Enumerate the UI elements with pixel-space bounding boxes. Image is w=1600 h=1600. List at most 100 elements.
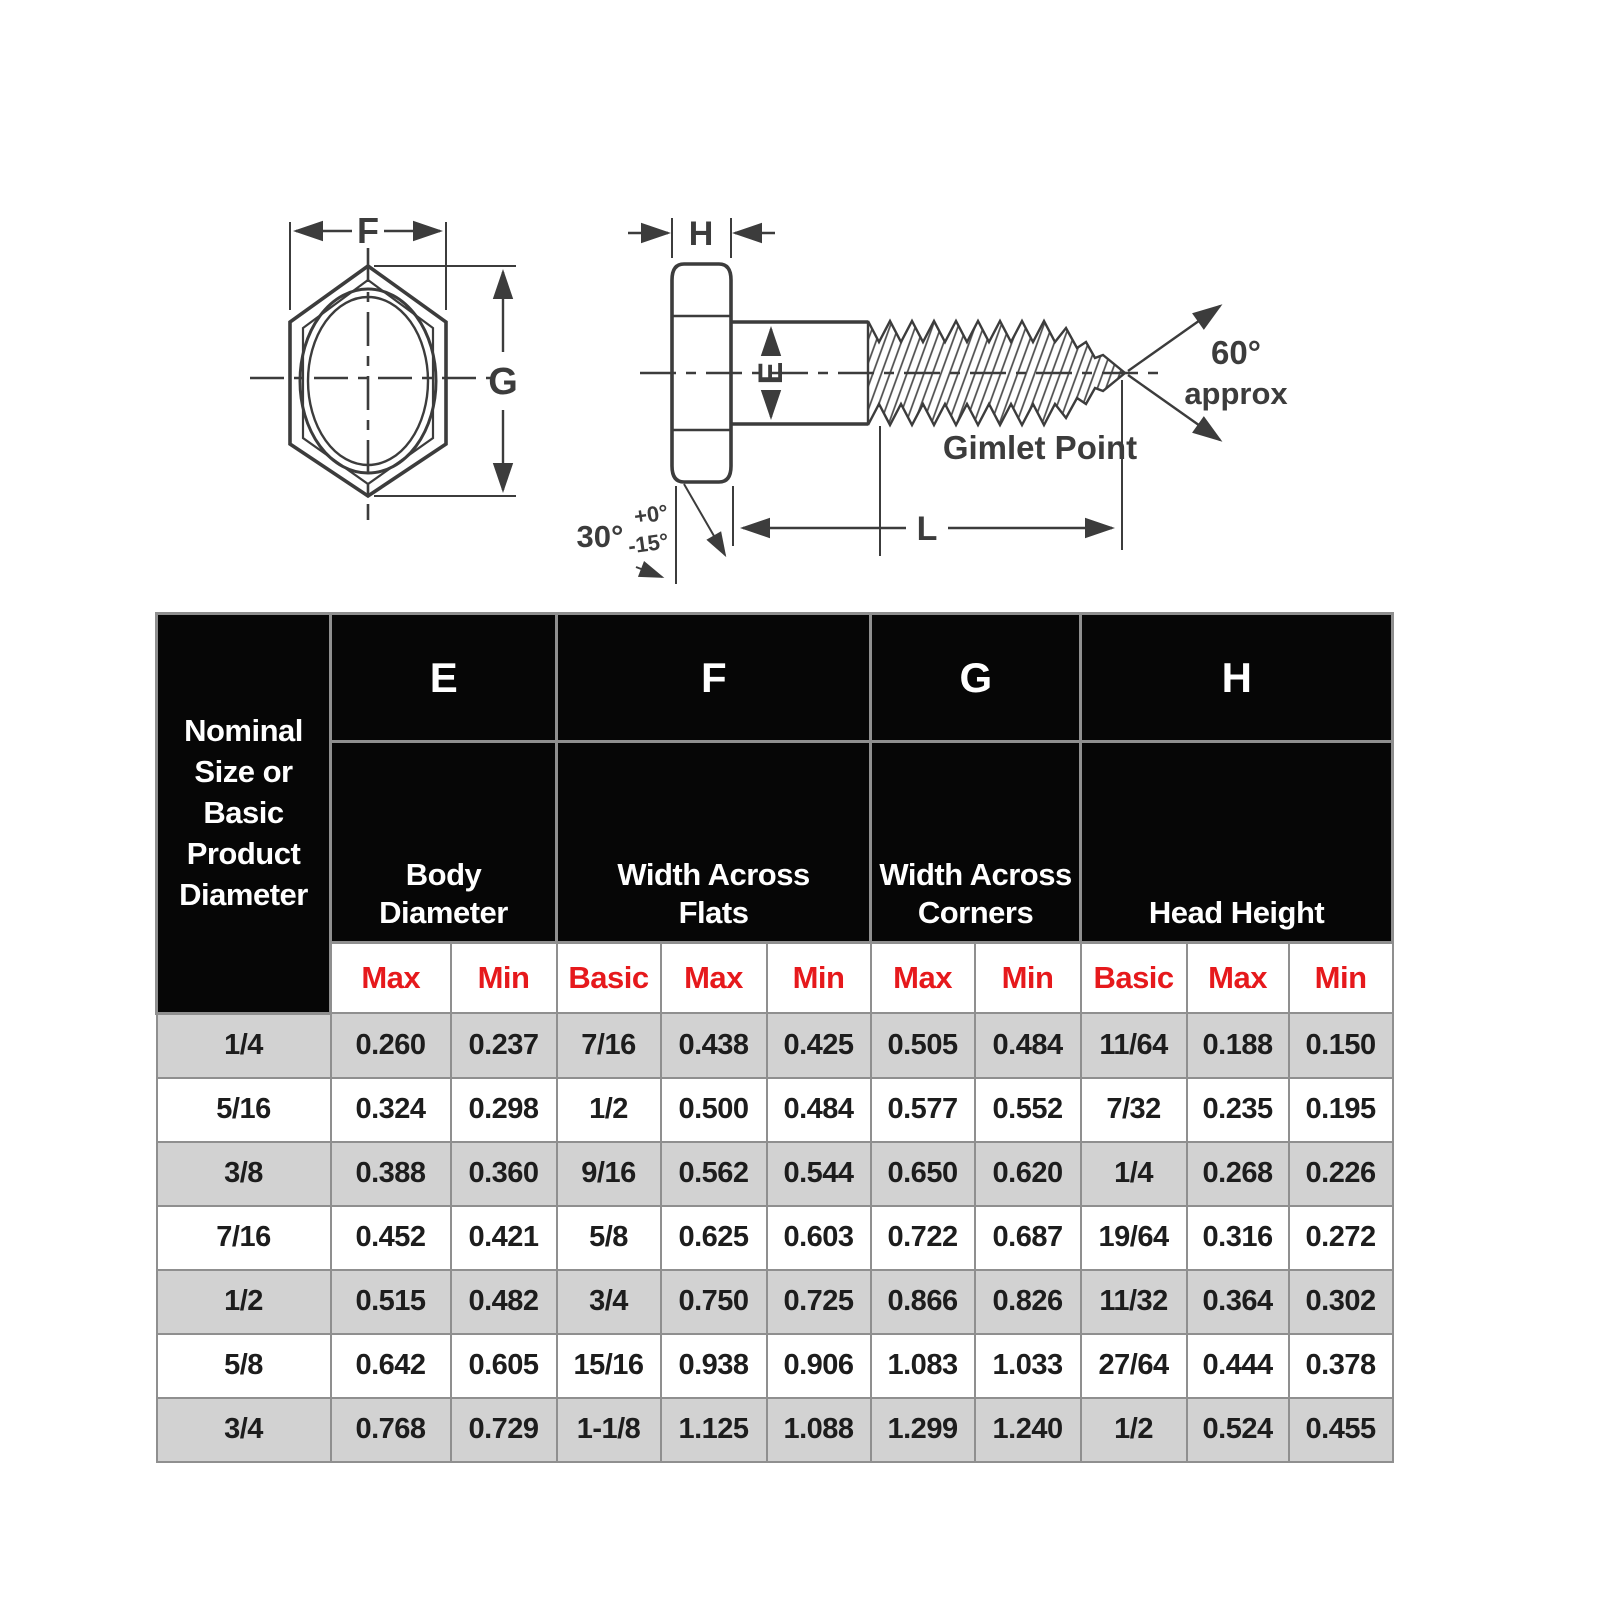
- table-cell: 0.444: [1185, 1332, 1290, 1399]
- table-cell: 0.378: [1287, 1332, 1394, 1399]
- table-cell: 0.260: [329, 1012, 452, 1079]
- table-cell: 3/4: [555, 1268, 662, 1335]
- table-cell: 0.906: [765, 1332, 872, 1399]
- nominal-size: 5/8: [155, 1332, 332, 1399]
- table-cell: 0.544: [765, 1140, 872, 1207]
- table-cell: 0.938: [659, 1332, 768, 1399]
- table-cell: 0.226: [1287, 1140, 1394, 1207]
- table-row: 1/2 0.515 0.482 3/4 0.750 0.725 0.866 0.…: [155, 1268, 1394, 1335]
- subheader-g-min: Min: [973, 941, 1082, 1014]
- group-desc-head-height: Head Height: [1079, 740, 1395, 944]
- table-cell: 1-1/8: [555, 1396, 662, 1463]
- g-dim-label: G: [488, 361, 518, 403]
- group-desc-text: Width Across Flats: [617, 856, 810, 931]
- subheader-f-basic: Basic: [555, 941, 662, 1014]
- subheader-h-min: Min: [1287, 941, 1394, 1014]
- table-cell: 1.240: [973, 1396, 1082, 1463]
- subheader-h-max: Max: [1185, 941, 1290, 1014]
- bearing-tol-minus-label: -15°: [627, 528, 671, 558]
- table-cell: 1/4: [1079, 1140, 1188, 1207]
- table-cell: 11/32: [1079, 1268, 1188, 1335]
- table-cell: 0.452: [329, 1204, 452, 1271]
- table-cell: 0.298: [449, 1076, 558, 1143]
- group-letter-e: E: [328, 612, 559, 743]
- table-cell: 0.722: [869, 1204, 976, 1271]
- table-cell: 7/16: [555, 1012, 662, 1079]
- table-cell: 0.687: [973, 1204, 1082, 1271]
- nominal-size: 5/16: [155, 1076, 332, 1143]
- table-cell: 0.826: [973, 1268, 1082, 1335]
- table-cell: 0.302: [1287, 1268, 1394, 1335]
- nominal-size: 7/16: [155, 1204, 332, 1271]
- table-row: 3/4 0.768 0.729 1-1/8 1.125 1.088 1.299 …: [155, 1396, 1394, 1463]
- table-cell: 9/16: [555, 1140, 662, 1207]
- lag-screw-dimension-table: Nominal Size or Basic Product Diameter E…: [155, 612, 1395, 1463]
- table-cell: 0.505: [869, 1012, 976, 1079]
- table-cell: 0.421: [449, 1204, 558, 1271]
- table-cell: 1.125: [659, 1396, 768, 1463]
- bearing-chamfer-line: [683, 483, 727, 558]
- hex-outline: [288, 263, 448, 499]
- table-cell: 0.237: [449, 1012, 558, 1079]
- table-cell: 0.650: [869, 1140, 976, 1207]
- lag-screw-diagram: F G H E L 60° appr: [250, 210, 1288, 584]
- table-cell: 0.195: [1287, 1076, 1394, 1143]
- group-desc-width-across-flats: Width Across Flats: [555, 740, 873, 944]
- group-letter-f: F: [555, 612, 873, 743]
- table-cell: 0.484: [973, 1012, 1082, 1079]
- table-cell: 1.033: [973, 1332, 1082, 1399]
- table-cell: 0.272: [1287, 1204, 1394, 1271]
- table-cell: 0.524: [1185, 1396, 1290, 1463]
- group-desc-width-across-corners: Width Across Corners: [869, 740, 1083, 944]
- table-cell: 0.768: [329, 1396, 452, 1463]
- table-cell: 1.088: [765, 1396, 872, 1463]
- bearing-angle-leader: [635, 560, 665, 578]
- table-cell: 0.150: [1287, 1012, 1394, 1079]
- h-dim-label: H: [689, 215, 714, 253]
- table-cell: 0.750: [659, 1268, 768, 1335]
- table-cell: 0.500: [659, 1076, 768, 1143]
- table-cell: 5/8: [555, 1204, 662, 1271]
- table-cell: 19/64: [1079, 1204, 1188, 1271]
- table-cell: 0.577: [869, 1076, 976, 1143]
- subheader-e-min: Min: [449, 941, 558, 1014]
- table-cell: 0.425: [765, 1012, 872, 1079]
- table-cell: 0.866: [869, 1268, 976, 1335]
- table-cell: 0.562: [659, 1140, 768, 1207]
- point-angle-line-upper: [1127, 304, 1223, 372]
- table-cell: 15/16: [555, 1332, 662, 1399]
- table-row: 3/8 0.388 0.360 9/16 0.562 0.544 0.650 0…: [155, 1140, 1394, 1207]
- table-cell: 0.235: [1185, 1076, 1290, 1143]
- group-desc-text: Head Height: [1148, 895, 1325, 931]
- table-cell: 0.268: [1185, 1140, 1290, 1207]
- table-cell: 0.620: [973, 1140, 1082, 1207]
- table-cell: 0.515: [329, 1268, 452, 1335]
- point-angle-note: approx: [1184, 376, 1288, 411]
- table-cell: 0.364: [1185, 1268, 1290, 1335]
- subheader-f-max: Max: [659, 941, 768, 1014]
- table-row: 7/16 0.452 0.421 5/8 0.625 0.603 0.722 0…: [155, 1204, 1394, 1271]
- bearing-tol-plus-label: +0°: [632, 500, 669, 529]
- table-cell: 0.725: [765, 1268, 872, 1335]
- point-angle-line-lower: [1127, 374, 1223, 442]
- l-dim-label: L: [917, 510, 938, 548]
- side-head-outline: [670, 262, 733, 484]
- table-cell: 0.455: [1287, 1396, 1394, 1463]
- table-cell: 0.188: [1185, 1012, 1290, 1079]
- table-cell: 1.299: [869, 1396, 976, 1463]
- point-angle-label: 60°: [1211, 334, 1261, 371]
- nominal-size: 3/8: [155, 1140, 332, 1207]
- subheader-g-max: Max: [869, 941, 976, 1014]
- nominal-size: 1/4: [155, 1012, 332, 1079]
- group-letter-h: H: [1079, 612, 1395, 743]
- table-cell: 0.552: [973, 1076, 1082, 1143]
- nominal-size: 1/2: [155, 1268, 332, 1335]
- table-cell: 0.642: [329, 1332, 452, 1399]
- hex-head-front-view: [250, 220, 516, 520]
- table-cell: 0.316: [1185, 1204, 1290, 1271]
- group-desc-text: Width Across Corners: [879, 856, 1072, 931]
- e-dim-label: E: [752, 362, 790, 385]
- table-row: 5/16 0.324 0.298 1/2 0.500 0.484 0.577 0…: [155, 1076, 1394, 1143]
- table-cell: 7/32: [1079, 1076, 1188, 1143]
- table-cell: 0.603: [765, 1204, 872, 1271]
